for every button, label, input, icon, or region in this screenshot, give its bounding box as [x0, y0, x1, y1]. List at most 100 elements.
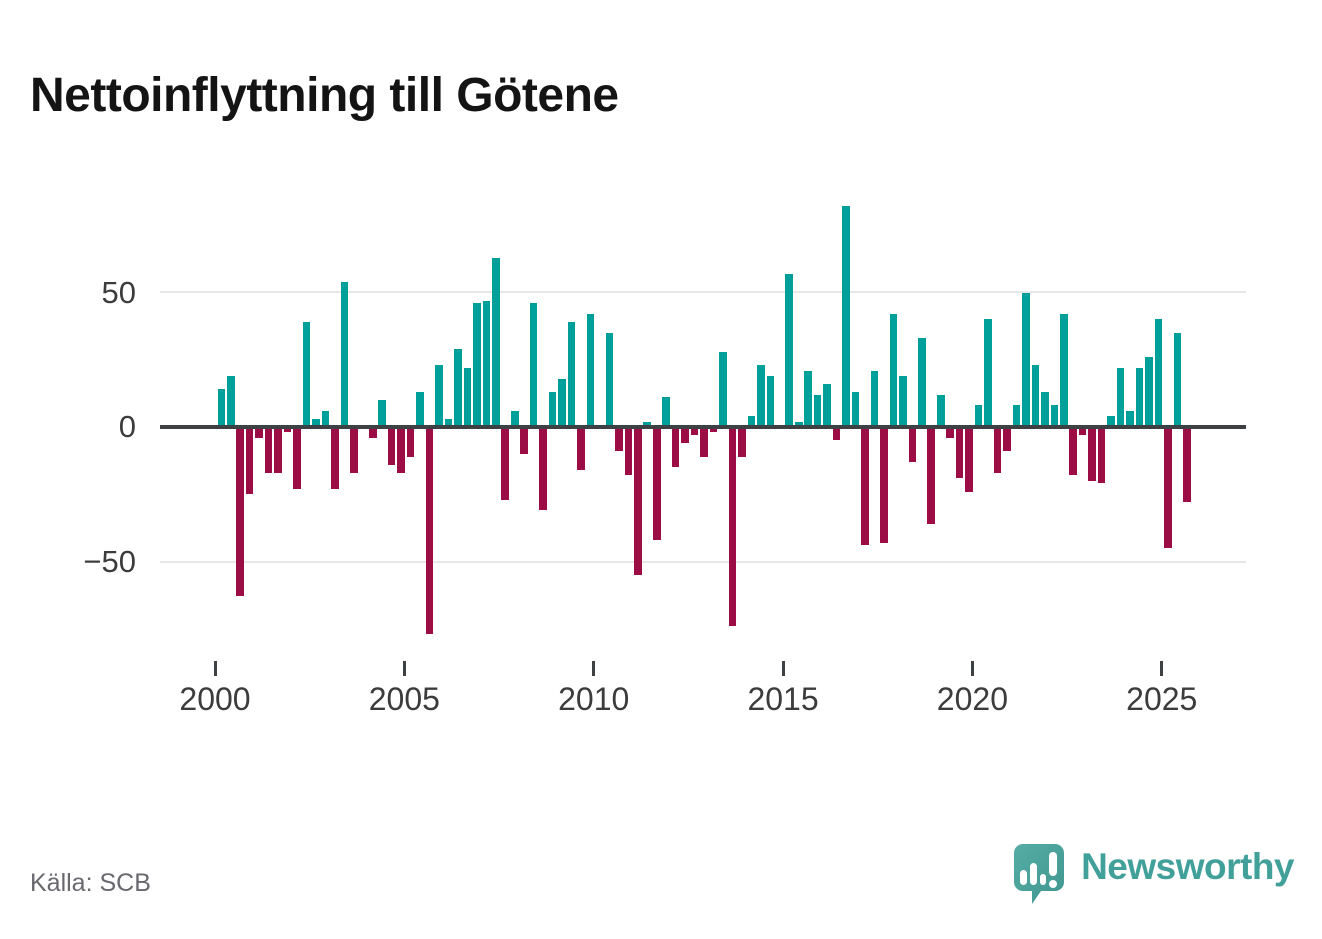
bar-2017Q1: [861, 427, 869, 546]
brand-footer: Newsworthy: [1011, 841, 1294, 907]
bar-2020Q4: [1003, 427, 1011, 452]
bar-2023Q2: [1097, 427, 1106, 484]
bar-2018Q2: [908, 427, 917, 462]
x-tick-label-2015: 2015: [747, 681, 819, 717]
bar-2020Q2: [984, 319, 992, 427]
bar-2004Q1: [368, 427, 377, 438]
bar-2005Q1: [406, 427, 415, 457]
x-tick-label-2000: 2000: [179, 681, 251, 717]
bar-2004Q2: [378, 400, 387, 427]
bar-2024Q1: [1126, 410, 1134, 427]
bar-2006Q4: [473, 303, 481, 427]
bar-2019Q3: [955, 427, 964, 479]
bar-2025Q1: [1164, 427, 1172, 549]
bar-2015Q3: [804, 370, 812, 427]
bar-2009Q4: [586, 314, 595, 427]
bar-2000Q2: [226, 375, 235, 427]
bar-2021Q1: [1012, 405, 1021, 427]
bar-2018Q4: [927, 427, 936, 524]
bar-2014Q1: [747, 416, 756, 427]
source-caption: Källa: SCB: [30, 869, 151, 897]
x-tick-2000: [213, 661, 217, 676]
bar-2002Q2: [302, 322, 311, 427]
bar-2007Q1: [482, 300, 491, 427]
bar-2001Q2: [264, 427, 273, 473]
bar-2017Q2: [870, 370, 879, 427]
bar-2013Q4: [738, 427, 746, 457]
y-tick-label-50: 50: [101, 274, 136, 310]
bar-2000Q3: [236, 427, 245, 597]
bar-2010Q2: [605, 332, 614, 427]
brand-name: Newsworthy: [1081, 846, 1294, 887]
bar-2006Q1: [444, 418, 453, 427]
bar-2021Q4: [1041, 392, 1049, 427]
bar-2008Q3: [539, 427, 547, 511]
bar-2012Q4: [700, 427, 708, 457]
bar-2014Q2: [757, 365, 765, 427]
gridline-minus-50: [160, 561, 1246, 563]
bar-2005Q3: [425, 427, 434, 635]
bar-2000Q1: [217, 389, 226, 427]
x-tick-label-2010: 2010: [558, 681, 630, 717]
bar-2008Q1: [520, 427, 528, 454]
bar-2022Q3: [1069, 427, 1078, 476]
bar-2002Q3: [312, 418, 320, 427]
bar-2003Q3: [350, 427, 358, 473]
bar-2018Q1: [899, 375, 907, 427]
bar-2001Q3: [274, 427, 282, 473]
bar-2001Q4: [283, 427, 292, 433]
bar-2009Q2: [567, 322, 576, 427]
bar-2021Q3: [1031, 365, 1040, 427]
bar-2004Q4: [397, 427, 405, 473]
bar-2019Q1: [936, 394, 945, 427]
bar-2003Q1: [331, 427, 339, 489]
bar-2017Q3: [880, 427, 888, 543]
bar-2005Q4: [435, 365, 443, 427]
x-tick-2010: [592, 661, 596, 676]
bar-2004Q3: [387, 427, 396, 465]
bar-2015Q4: [813, 394, 822, 427]
bar-2021Q2: [1022, 292, 1030, 427]
x-tick-label-2020: 2020: [936, 681, 1008, 717]
bar-2006Q2: [454, 348, 462, 427]
y-tick-label-0: 0: [118, 409, 136, 444]
bar-2008Q2: [529, 303, 538, 427]
bar-2002Q4: [321, 410, 330, 427]
zero-axis-line: [160, 425, 1246, 429]
bar-2001Q1: [255, 427, 263, 438]
bar-2022Q1: [1050, 405, 1059, 427]
bar-2016Q4: [851, 392, 860, 427]
x-tick-2005: [402, 661, 406, 676]
bar-2012Q1: [671, 427, 680, 468]
bar-2003Q2: [340, 281, 349, 427]
bar-2012Q2: [681, 427, 689, 444]
x-tick-2025: [1160, 661, 1164, 676]
bar-2015Q2: [794, 421, 803, 427]
bar-2023Q4: [1116, 367, 1125, 427]
bar-2011Q1: [634, 427, 642, 575]
x-tick-2020: [970, 661, 974, 676]
bar-2010Q4: [624, 427, 633, 476]
bar-2022Q4: [1078, 427, 1087, 436]
x-tick-label-2025: 2025: [1126, 681, 1198, 717]
bar-2016Q1: [823, 383, 831, 427]
x-tick-label-2005: 2005: [368, 681, 440, 717]
bar-2015Q1: [785, 273, 794, 427]
bar-2011Q4: [662, 397, 670, 427]
bar-2020Q1: [974, 405, 983, 427]
bar-2024Q3: [1145, 357, 1153, 427]
bar-2025Q3: [1183, 427, 1191, 503]
bar-2019Q2: [946, 427, 954, 438]
bar-2000Q4: [245, 427, 254, 495]
bar-2018Q3: [917, 338, 926, 427]
bar-2017Q4: [889, 314, 898, 427]
bar-2007Q3: [501, 427, 510, 500]
bar-2007Q2: [492, 257, 500, 427]
bar-2009Q1: [558, 378, 566, 427]
newsworthy-speech-bubble-chart-icon: [1014, 844, 1065, 904]
bar-2023Q3: [1107, 416, 1115, 427]
bar-2002Q1: [293, 427, 301, 489]
bar-2012Q3: [690, 427, 699, 436]
bar-2022Q2: [1059, 314, 1068, 427]
